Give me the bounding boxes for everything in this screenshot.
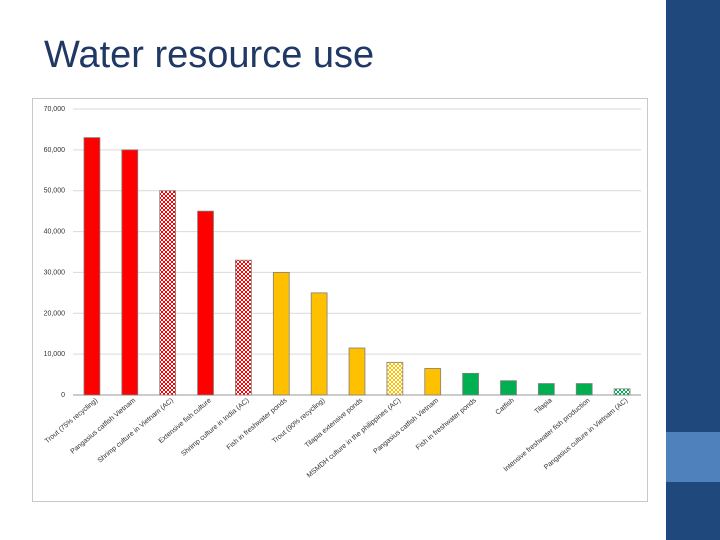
bar: [159, 190, 177, 396]
bar: [197, 210, 214, 396]
x-category-label: Pangasius catfish Vietnam: [69, 397, 137, 455]
y-tick-label: 40,000: [44, 229, 66, 236]
y-tick-label: 10,000: [44, 351, 66, 358]
side-divider: [664, 0, 666, 540]
y-tick-label: 20,000: [44, 310, 66, 317]
y-tick-label: 60,000: [44, 147, 66, 154]
x-category-label: Fish in freshwater ponds: [415, 397, 478, 452]
bar: [121, 149, 139, 396]
bars: [83, 137, 631, 396]
bar: [235, 259, 252, 396]
bar: [613, 388, 631, 396]
bar: [348, 347, 366, 396]
x-category-label: Shrimp culture in India (AC): [180, 397, 250, 458]
x-category-label: Pangasius culture in Vietnam (AC): [543, 397, 629, 471]
bar: [575, 383, 593, 396]
x-category-label: Tilapia: [534, 397, 554, 416]
y-tick-label: 30,000: [44, 269, 66, 276]
bar: [310, 292, 328, 396]
x-category-label: Pangasius catfish Vietnam: [372, 397, 440, 455]
bar: [537, 383, 555, 396]
x-category-label: Shrimp culture in Vietnam (AC): [97, 397, 175, 464]
side-accent: [666, 432, 720, 482]
bar: [386, 361, 404, 396]
y-axis-ticks: 0 10,000 20,000 30,000 40,000 50,000 60,000 70,…: [44, 106, 66, 399]
x-axis-labels: Trout (75% recycling)Pangasius catfish V…: [44, 397, 629, 480]
bar: [500, 380, 517, 396]
slide-title: Water resource use: [44, 34, 375, 76]
x-category-label: Catfish: [495, 397, 516, 416]
bar: [272, 272, 290, 396]
bar-chart: 0 10,000 20,000 30,000 40,000 50,000 60,000 70,…: [44, 106, 641, 480]
y-tick-label: 70,000: [44, 106, 66, 113]
y-tick-label: 50,000: [44, 188, 66, 195]
bar: [83, 137, 101, 396]
y-tick-label: 0: [61, 392, 65, 399]
x-category-label: Fish in freshwater ponds: [226, 397, 289, 452]
bar: [462, 372, 479, 396]
chart-frame: 0 10,000 20,000 30,000 40,000 50,000 60,000 70,…: [32, 98, 648, 502]
bar: [424, 368, 442, 396]
